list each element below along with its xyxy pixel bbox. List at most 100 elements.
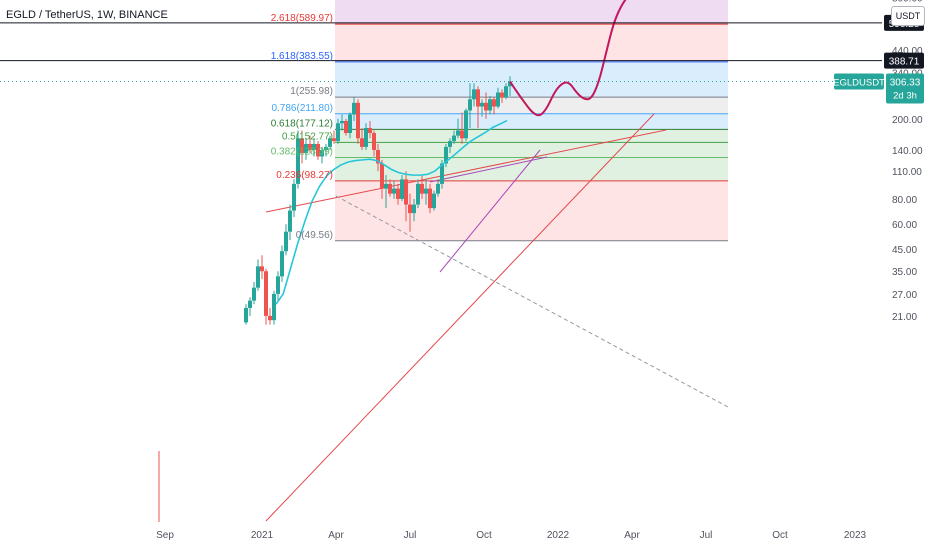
y-tick-label: 45.00 [892,245,917,256]
symbol-tag [834,73,884,90]
candle [396,188,400,199]
y-tick-label: 200.00 [892,115,923,126]
ema-line [275,119,508,305]
fib-zone [335,113,728,130]
fib-zones [335,0,728,241]
candle [456,130,460,136]
x-tick-label: Apr [624,530,640,541]
candle [404,179,408,205]
candle [272,293,276,321]
candle [420,183,424,194]
fib-label: 0(49.56) [296,230,333,241]
candle [356,102,360,139]
fib-label: 0.236(98.27) [276,170,333,181]
candle [268,315,272,321]
y-tick-label: 35.00 [892,267,917,278]
fib-zone [335,129,728,143]
y-tick-label: 110.00 [892,167,922,178]
current-price-label: 306.33 [890,77,921,88]
candle [392,188,396,194]
candle [428,188,432,209]
fib-zone [335,97,728,114]
candles [158,76,512,522]
ema-line [275,119,508,305]
candle [388,183,392,194]
fib-zone [335,0,728,25]
candle [360,138,364,147]
candle [312,143,316,150]
fib-label: 2.618(589.97) [271,13,333,24]
candle [344,120,348,133]
candle [480,102,484,107]
candle [468,99,472,111]
candle [304,143,308,154]
candle [300,138,304,154]
x-tick-label: 2023 [844,530,867,541]
candle [276,276,280,294]
channel-line-2 [439,149,541,273]
candle [464,110,468,139]
candle [496,92,500,107]
support-trendline [265,113,655,522]
candle [368,127,372,133]
candle [260,266,264,272]
projection-path [509,0,627,117]
candle [472,89,476,100]
y-tick-label: 440.00 [892,46,923,57]
projection-path [509,0,627,117]
x-tick-label: Jul [404,530,417,541]
candle [484,102,488,111]
trendlines [265,113,729,522]
candle [336,123,340,142]
currency-badge[interactable]: USDT [891,6,925,26]
price-tag-label: 388.71 [889,57,920,68]
candle [376,149,380,164]
candle [244,307,248,323]
candle [440,163,444,184]
fib-label: 0.5(152.77) [282,131,333,142]
candle [264,271,268,316]
candle [316,143,320,157]
candle [284,231,288,252]
y-tick-label: 80.00 [892,195,917,206]
fib-label: 1.618(383.55) [271,51,333,62]
candle [332,138,336,142]
x-tick-label: Sep [156,530,174,541]
candle [424,188,428,194]
fib-zone [335,24,728,62]
fib-zone [335,157,728,181]
price-axis: 800.00440.00340.00200.00140.00110.0080.0… [892,0,923,323]
fib-zone [335,142,728,158]
candle [320,149,324,157]
fib-zone [335,61,728,98]
candle [432,193,436,209]
candle [248,300,252,308]
y-tick-label: 21.00 [892,312,917,323]
x-tick-label: Jul [700,530,713,541]
candle [328,138,332,147]
candle [256,266,260,288]
candle [412,204,416,214]
candle [348,114,352,133]
candle [492,99,496,107]
symbol-tag-label: EGLDUSDT [833,77,885,88]
x-tick-label: 2022 [547,530,570,541]
candle [280,251,284,277]
candle [296,138,300,184]
candle [308,143,312,150]
candle [504,86,508,98]
countdown-label: 2d 3h [893,90,917,101]
fib-label: 0.382(128.39) [271,147,333,158]
time-axis: Sep 2021 Apr Jul Oct 2022 Apr Jul Oct 2023 [156,530,866,541]
candle [416,183,420,205]
candle [448,141,452,147]
candle [352,102,356,115]
horizontal-lines [0,22,882,82]
y-tick-label: 27.00 [892,290,917,301]
y-tick-label: 140.00 [892,146,923,157]
candle [452,135,456,142]
candle [444,146,448,164]
price-tag [884,52,924,69]
